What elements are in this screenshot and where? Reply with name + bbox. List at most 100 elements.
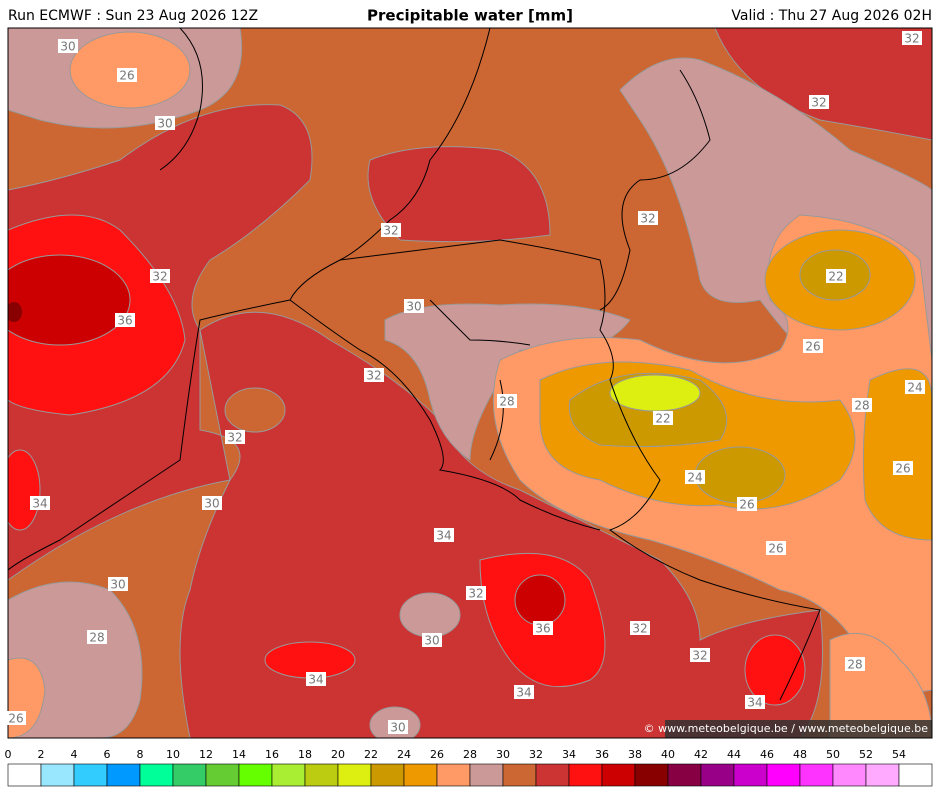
- colorbar-cell: [535, 763, 570, 787]
- field-22: [694, 446, 786, 504]
- contour-label: 32: [383, 224, 398, 238]
- contour-label: 30: [204, 497, 219, 511]
- colorbar-tick-label: 52: [859, 748, 873, 761]
- colorbar-cell: [898, 763, 933, 787]
- contour-label-box: [108, 577, 128, 591]
- contour-label-box: [852, 398, 872, 412]
- colorbar-tick-label: 6: [104, 748, 111, 761]
- contour-label-box: [737, 497, 757, 511]
- colorbar-tick-label: 30: [496, 748, 510, 761]
- contour-label-box: [638, 211, 658, 225]
- field-32: [8, 104, 823, 738]
- colorbar-cell: [271, 763, 306, 787]
- colorbar-cell: [832, 763, 867, 787]
- colorbar-tick-label: 10: [166, 748, 180, 761]
- colorbar-cell: [370, 763, 405, 787]
- colorbar-cell: [304, 763, 339, 787]
- field-34: [744, 634, 806, 706]
- colorbar-tick-label: 42: [694, 748, 708, 761]
- colorbar-cell: [172, 763, 207, 787]
- contour-label: 32: [152, 270, 167, 284]
- contour-label: 32: [904, 32, 919, 46]
- colorbar-cell: [205, 763, 240, 787]
- contour-label-box: [381, 223, 401, 237]
- contour-label-box: [150, 269, 170, 283]
- contour-label-box: [87, 630, 107, 644]
- field-38: [8, 302, 22, 322]
- colorbar-tick-label: 4: [71, 748, 78, 761]
- contour-label-box: [58, 39, 78, 53]
- colorbar-cell: [40, 763, 75, 787]
- colorbar-cell: [601, 763, 636, 787]
- contour-label: 32: [640, 212, 655, 226]
- colorbar-tick-label: 2: [38, 748, 45, 761]
- field-36: [8, 254, 131, 346]
- colorbar-tick-label: 28: [463, 748, 477, 761]
- contour-label-box: [115, 313, 135, 327]
- colorbar-cell: [502, 763, 537, 787]
- colorbar-cell: [436, 763, 471, 787]
- contour-label-box: [902, 31, 922, 45]
- contour-label: 24: [907, 381, 922, 395]
- contour-label-box: [497, 394, 517, 408]
- colorbar-tick-label: 18: [298, 748, 312, 761]
- contour-label-box: [653, 411, 673, 425]
- valid-info: Valid : Thu 27 Aug 2026 02H: [731, 8, 932, 24]
- contour-label-box: [434, 528, 454, 542]
- colorbar-tick-label: 54: [892, 748, 906, 761]
- contour-label-box: [630, 621, 650, 635]
- colorbar-tick-label: 46: [760, 748, 774, 761]
- contour-label-box: [30, 496, 50, 510]
- colorbar: 0 2 4 6 8 10 12 14 16 18 20 22 24 26 28 30 32 34 36 38 40 42 4…: [5, 748, 933, 787]
- colorbar-cell: [139, 763, 174, 787]
- contour-label: 30: [424, 634, 439, 648]
- colorbar-cell: [469, 763, 504, 787]
- contour-label: 34: [516, 686, 531, 700]
- run-info: Run ECMWF : Sun 23 Aug 2026 12Z: [8, 8, 258, 24]
- field-34: [8, 449, 41, 531]
- contour-label-box: [202, 496, 222, 510]
- colorbar-cell: [568, 763, 603, 787]
- contour-label-box: [826, 269, 846, 283]
- contour-label: 34: [747, 696, 762, 710]
- contour-label-box: [388, 720, 408, 734]
- contour-label: 34: [308, 673, 323, 687]
- contour-label: 26: [895, 462, 910, 476]
- colorbar-tick-label: 8: [137, 748, 144, 761]
- colorbar-tick-label: 32: [529, 748, 543, 761]
- colorbar-cell: [865, 763, 900, 787]
- contour-labels: 30 26 30 32 32 32 32 32 36 30 22 26 24 28 32 28 22 32 26 24…: [6, 31, 925, 735]
- contour-label: 26: [805, 340, 820, 354]
- colorbar-tick-label: 40: [661, 748, 675, 761]
- credit-background: [665, 720, 932, 738]
- contour-label: 32: [468, 587, 483, 601]
- colorbar-cell: [106, 763, 141, 787]
- map-frame: [7, 27, 933, 739]
- colorbar-tick-label: 20: [331, 748, 345, 761]
- field-28: [399, 592, 461, 638]
- contour-label: 22: [828, 270, 843, 284]
- contour-label-box: [225, 430, 245, 444]
- contour-label: 32: [366, 369, 381, 383]
- contour-label: 36: [117, 314, 132, 328]
- colorbar-tick-label: 38: [628, 748, 642, 761]
- contour-label: 36: [535, 622, 550, 636]
- contour-label: 26: [8, 712, 23, 726]
- contour-label-box: [466, 586, 486, 600]
- contour-label-box: [404, 299, 424, 313]
- colorbar-cell: [700, 763, 735, 787]
- contour-label-box: [803, 339, 823, 353]
- colorbar-tick-label: 24: [397, 748, 411, 761]
- contour-label-box: [745, 695, 765, 709]
- credit: © www.meteobelgique.be / www.meteobelgiq…: [644, 722, 929, 735]
- contour-label-box: [422, 633, 442, 647]
- contour-label-box: [306, 672, 326, 686]
- contour-label-box: [514, 685, 534, 699]
- border-line: [8, 28, 491, 571]
- colorbar-tick-label: 22: [364, 748, 378, 761]
- colorbar-cell: [733, 763, 768, 787]
- contour-label-box: [155, 116, 175, 130]
- contour-label-box: [685, 470, 705, 484]
- contour-label: 34: [32, 497, 47, 511]
- border-line: [289, 299, 601, 531]
